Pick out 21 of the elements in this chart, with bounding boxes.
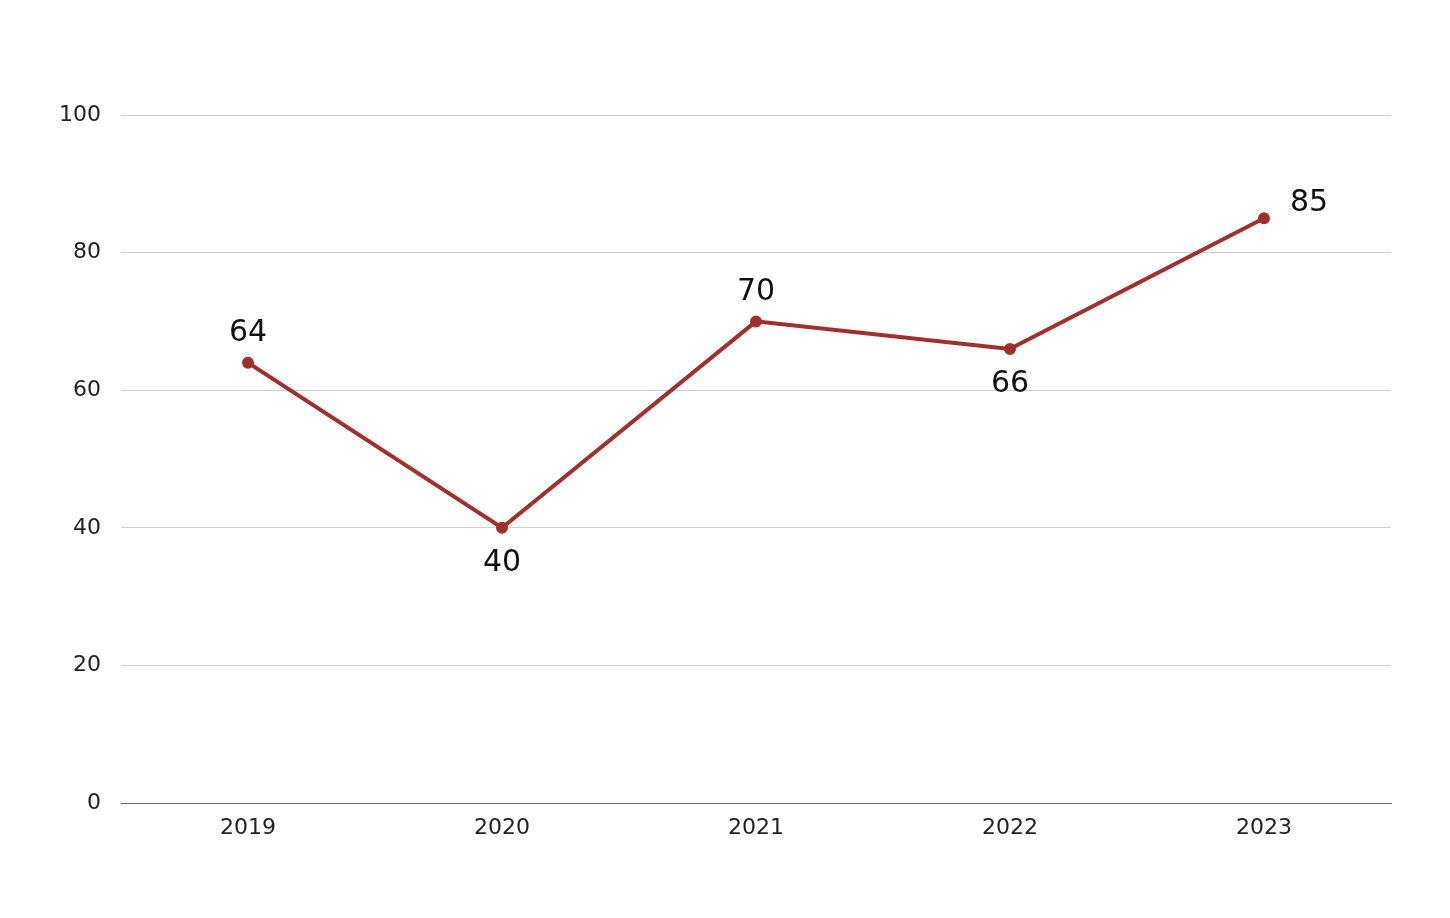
data-label: 40 xyxy=(482,542,522,578)
data-label: 85 xyxy=(1290,183,1329,218)
data-label: 70 xyxy=(736,272,776,308)
y-tick-label: 0 xyxy=(87,788,101,814)
x-tick-label: 2022 xyxy=(982,813,1038,839)
x-tick-label: 2023 xyxy=(1236,813,1292,839)
point xyxy=(1004,342,1016,355)
data-label: 66 xyxy=(990,363,1030,399)
point xyxy=(750,315,762,328)
point xyxy=(496,521,508,534)
x-tick-label: 2019 xyxy=(220,813,276,839)
y-tick-label: 60 xyxy=(73,375,101,401)
y-tick-label: 40 xyxy=(73,513,101,539)
y-tick-label: 80 xyxy=(73,238,101,264)
y-tick-label: 100 xyxy=(59,100,101,126)
point xyxy=(1258,212,1270,225)
y-tick-label: 20 xyxy=(73,651,101,677)
x-tick-label: 2021 xyxy=(728,813,784,839)
data-label: 64 xyxy=(228,313,268,349)
x-tick-label: 2020 xyxy=(474,813,530,839)
point xyxy=(242,356,254,369)
